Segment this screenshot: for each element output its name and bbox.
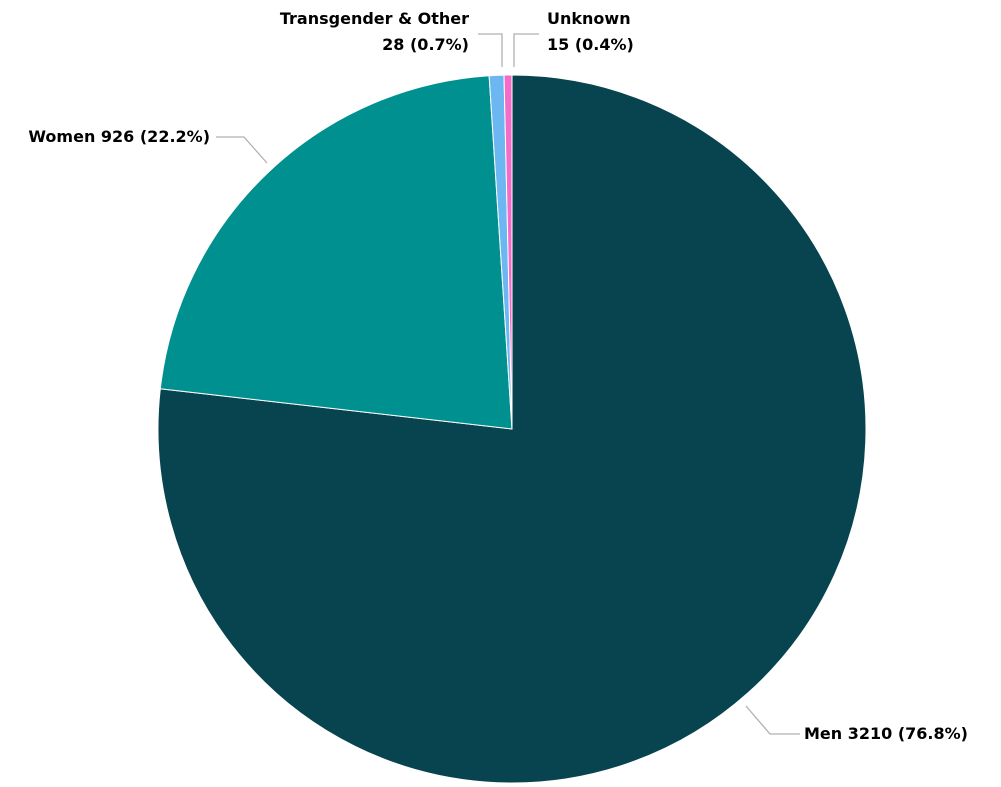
leader-men xyxy=(745,705,800,735)
label-unknown-value: 15 (0.4%) xyxy=(547,35,634,54)
slice-labels: Men 3210 (76.8%) Women 926 (22.2%) Trans… xyxy=(28,9,968,743)
leader-women xyxy=(216,136,268,164)
label-transgender-other-value: 28 (0.7%) xyxy=(382,35,469,54)
slice-women xyxy=(159,75,513,430)
label-transgender-other-name: Transgender & Other xyxy=(280,9,469,28)
leader-unknown xyxy=(513,33,539,67)
label-men: Men 3210 (76.8%) xyxy=(804,724,968,743)
slice-unknown xyxy=(503,74,513,430)
label-women: Women 926 (22.2%) xyxy=(28,127,210,146)
label-unknown-name: Unknown xyxy=(547,9,631,28)
leader-transgender-other xyxy=(478,33,503,67)
leader-lines xyxy=(216,33,800,735)
pie-slices xyxy=(157,74,867,784)
